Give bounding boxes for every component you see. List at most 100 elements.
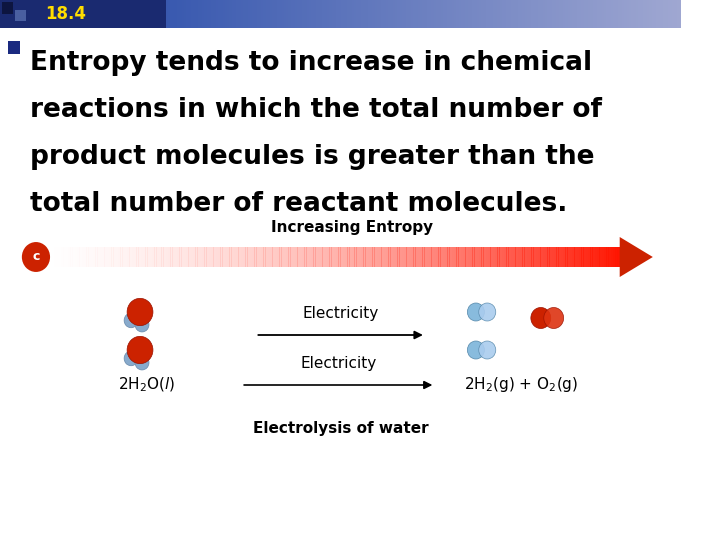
Bar [634, 0, 636, 28]
Circle shape [21, 241, 51, 273]
Bar [349, 247, 352, 267]
Bar [209, 247, 212, 267]
Bar [608, 0, 612, 28]
Bar [411, 0, 414, 28]
Bar [132, 0, 135, 28]
Bar [545, 0, 548, 28]
Bar [66, 247, 68, 267]
Bar [395, 0, 398, 28]
Bar [616, 0, 618, 28]
Bar [341, 247, 343, 267]
Bar [227, 0, 230, 28]
Bar [213, 0, 217, 28]
Bar [311, 0, 315, 28]
Bar [604, 0, 607, 28]
Bar [620, 0, 623, 28]
Circle shape [479, 341, 496, 359]
Bar [179, 0, 183, 28]
Bar [552, 0, 555, 28]
Bar [272, 247, 275, 267]
Bar [127, 247, 130, 267]
Bar [89, 0, 91, 28]
Bar [492, 247, 495, 267]
Bar [268, 0, 271, 28]
Bar [334, 0, 337, 28]
Bar [449, 247, 452, 267]
Bar [534, 247, 536, 267]
Bar [606, 247, 609, 267]
Bar [615, 247, 618, 267]
Bar [293, 0, 296, 28]
Bar [356, 0, 360, 28]
Bar [506, 0, 510, 28]
Bar [143, 0, 146, 28]
Bar [500, 0, 503, 28]
Bar [343, 0, 346, 28]
Bar [138, 247, 141, 267]
Bar [258, 247, 261, 267]
Bar [207, 0, 210, 28]
Bar [479, 247, 482, 267]
Bar [109, 247, 112, 267]
Bar [345, 247, 348, 267]
Bar [230, 0, 233, 28]
Bar [516, 247, 518, 267]
Bar [611, 247, 613, 267]
Bar [447, 0, 451, 28]
Bar [413, 0, 416, 28]
Bar [122, 247, 125, 267]
Bar [502, 247, 505, 267]
Bar [84, 0, 87, 28]
Bar [81, 247, 84, 267]
Bar [136, 0, 140, 28]
Bar [309, 0, 312, 28]
Bar [472, 0, 475, 28]
Bar [570, 247, 572, 267]
Bar [234, 247, 236, 267]
Bar [431, 0, 435, 28]
Bar [601, 247, 604, 267]
Bar [63, 247, 66, 267]
Bar [166, 247, 168, 267]
Bar [199, 247, 202, 267]
Bar [2, 0, 6, 28]
Bar [345, 0, 348, 28]
Bar [236, 0, 239, 28]
Bar [529, 247, 531, 267]
Bar [171, 0, 174, 28]
Bar [0, 0, 166, 28]
Bar [327, 0, 330, 28]
Bar [331, 0, 335, 28]
Bar [441, 0, 444, 28]
Bar [245, 247, 248, 267]
Bar [232, 0, 235, 28]
Bar [193, 0, 197, 28]
Bar [352, 247, 354, 267]
Bar [449, 0, 453, 28]
Bar [136, 247, 139, 267]
Bar [359, 247, 361, 267]
Bar [254, 247, 257, 267]
Bar [130, 0, 132, 28]
Bar [522, 0, 526, 28]
Bar [54, 247, 57, 267]
Bar [677, 0, 680, 28]
Bar [663, 0, 666, 28]
Bar [554, 0, 557, 28]
Bar [91, 0, 94, 28]
Bar [15, 10, 25, 21]
Bar [240, 247, 243, 267]
Bar [300, 247, 302, 267]
Bar [320, 0, 323, 28]
Bar [272, 0, 276, 28]
Bar [295, 0, 298, 28]
Bar [565, 247, 568, 267]
Bar [638, 0, 642, 28]
Bar [498, 0, 500, 28]
Bar [100, 0, 103, 28]
Bar [557, 0, 559, 28]
Bar [73, 0, 76, 28]
Bar [411, 247, 413, 267]
Bar [234, 0, 237, 28]
Bar [290, 247, 293, 267]
